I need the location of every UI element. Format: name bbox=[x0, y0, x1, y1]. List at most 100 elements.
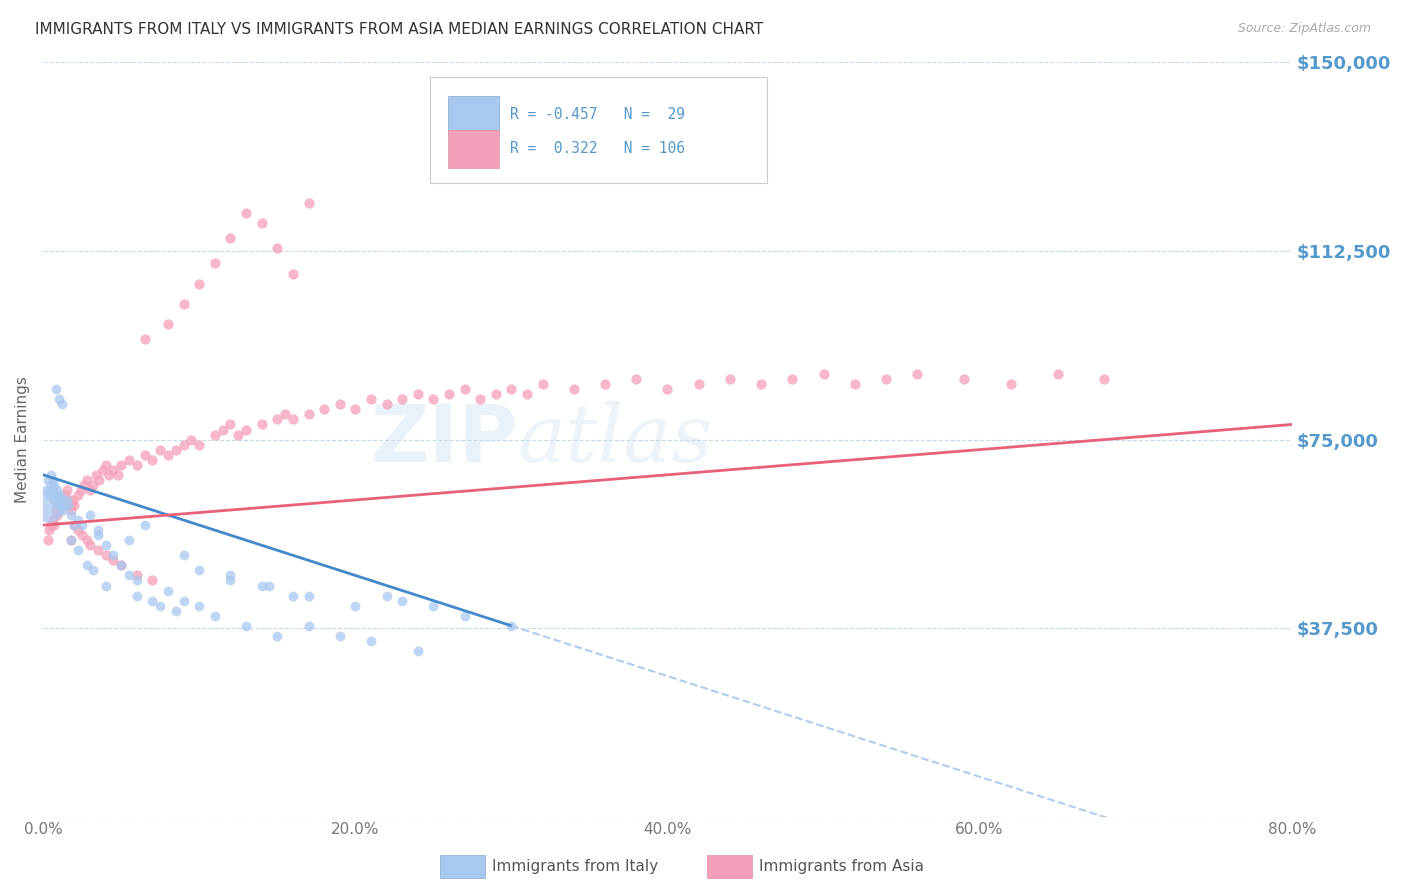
Point bbox=[110, 558, 132, 573]
Point bbox=[45, 488, 67, 502]
Point bbox=[844, 377, 866, 392]
Point bbox=[165, 604, 187, 618]
Point bbox=[82, 478, 104, 492]
Text: ZIP: ZIP bbox=[370, 401, 517, 479]
Point bbox=[73, 478, 96, 492]
Point bbox=[813, 367, 835, 381]
Point bbox=[157, 317, 180, 331]
Point bbox=[38, 523, 60, 537]
Point bbox=[470, 392, 492, 407]
Point bbox=[149, 442, 172, 457]
Point bbox=[37, 473, 59, 487]
Point bbox=[266, 241, 288, 255]
Point bbox=[297, 619, 319, 633]
Point bbox=[37, 498, 59, 512]
Point bbox=[42, 518, 65, 533]
Point bbox=[41, 513, 63, 527]
FancyBboxPatch shape bbox=[430, 78, 768, 183]
Point bbox=[55, 492, 77, 507]
Point bbox=[56, 498, 79, 512]
Point bbox=[59, 498, 82, 512]
Point bbox=[149, 599, 172, 613]
Point bbox=[297, 589, 319, 603]
Point bbox=[141, 452, 163, 467]
Point bbox=[188, 437, 211, 451]
Point bbox=[562, 382, 585, 396]
Point bbox=[66, 523, 89, 537]
Point bbox=[66, 513, 89, 527]
Point bbox=[125, 568, 148, 582]
Point bbox=[94, 458, 117, 472]
Point bbox=[70, 528, 93, 542]
Point bbox=[84, 467, 107, 482]
Point bbox=[360, 633, 382, 648]
Point bbox=[41, 483, 63, 497]
Point bbox=[91, 463, 114, 477]
Text: R =  0.322   N = 106: R = 0.322 N = 106 bbox=[510, 142, 685, 156]
Point bbox=[87, 528, 110, 542]
Point bbox=[66, 488, 89, 502]
Point bbox=[35, 483, 58, 497]
Point bbox=[94, 538, 117, 552]
Point bbox=[76, 558, 98, 573]
Point bbox=[173, 437, 195, 451]
Point bbox=[63, 498, 86, 512]
Point bbox=[51, 498, 73, 512]
Point bbox=[49, 488, 72, 502]
Point bbox=[375, 397, 398, 411]
Point bbox=[134, 448, 156, 462]
Point bbox=[66, 543, 89, 558]
Point bbox=[103, 549, 125, 563]
Point bbox=[875, 372, 897, 386]
Point bbox=[501, 382, 523, 396]
Point bbox=[391, 392, 413, 407]
Point bbox=[406, 387, 429, 401]
Point bbox=[39, 478, 62, 492]
Point bbox=[406, 644, 429, 658]
Point bbox=[89, 473, 111, 487]
Point bbox=[70, 518, 93, 533]
Point bbox=[107, 467, 129, 482]
Point bbox=[118, 533, 141, 548]
Point bbox=[235, 423, 257, 437]
Point bbox=[329, 629, 352, 643]
Point bbox=[60, 503, 83, 517]
Point bbox=[782, 372, 804, 386]
Point bbox=[188, 563, 211, 577]
Point bbox=[118, 452, 141, 467]
Point bbox=[46, 483, 69, 497]
Point bbox=[48, 392, 70, 407]
Point bbox=[110, 558, 132, 573]
Point bbox=[1000, 377, 1022, 392]
Point bbox=[188, 599, 211, 613]
Point bbox=[79, 508, 101, 522]
Point bbox=[281, 267, 304, 281]
Point bbox=[749, 377, 772, 392]
Point bbox=[125, 574, 148, 588]
Point bbox=[134, 518, 156, 533]
Text: atlas: atlas bbox=[517, 401, 713, 478]
Point bbox=[157, 583, 180, 598]
Point bbox=[250, 216, 273, 230]
Point bbox=[141, 574, 163, 588]
Point bbox=[45, 382, 67, 396]
Point bbox=[657, 382, 679, 396]
Point bbox=[344, 402, 367, 417]
Point bbox=[118, 568, 141, 582]
Point bbox=[344, 599, 367, 613]
Point bbox=[38, 488, 60, 502]
Text: Immigrants from Italy: Immigrants from Italy bbox=[492, 859, 658, 873]
Point bbox=[453, 382, 475, 396]
Point bbox=[531, 377, 554, 392]
Point bbox=[48, 498, 70, 512]
Point bbox=[422, 392, 444, 407]
Point bbox=[134, 332, 156, 346]
Point bbox=[82, 563, 104, 577]
Point bbox=[360, 392, 382, 407]
Point bbox=[103, 463, 125, 477]
Point bbox=[103, 553, 125, 567]
Point bbox=[219, 231, 242, 245]
Point bbox=[188, 277, 211, 291]
Point bbox=[211, 423, 233, 437]
Point bbox=[141, 593, 163, 607]
